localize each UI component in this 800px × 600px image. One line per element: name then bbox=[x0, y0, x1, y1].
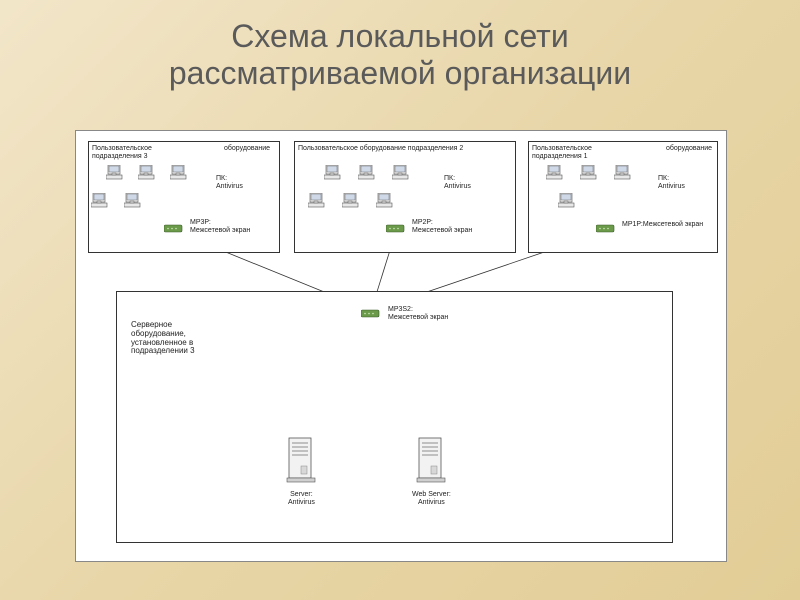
server2-icon bbox=[416, 436, 446, 484]
dept2-box bbox=[294, 141, 516, 253]
network-diagram: Пользовательское оборудование подразделе… bbox=[75, 130, 727, 562]
dept1-pc-icon-1 bbox=[580, 165, 598, 181]
dept2-router-icon bbox=[386, 221, 406, 231]
dept1-router-label: МР1Р:Межсетевой экран bbox=[622, 221, 703, 229]
dept1-pc-icon-3 bbox=[558, 193, 576, 209]
server2-label: Web Server: Antivirus bbox=[412, 491, 451, 506]
dept1-label-right: оборудование bbox=[666, 145, 712, 153]
dept3-label-right: оборудование bbox=[224, 145, 270, 153]
dept1-pc-label: ПК: Antivirus bbox=[658, 175, 685, 190]
dept2-label: Пользовательское оборудование подразделе… bbox=[298, 145, 463, 153]
dept2-pc-icon-2 bbox=[392, 165, 410, 181]
dept3-pc-icon-3 bbox=[91, 193, 109, 209]
server1-label: Server: Antivirus bbox=[288, 491, 315, 506]
dept1-router-icon bbox=[596, 221, 616, 231]
dept3-pc-icon-1 bbox=[138, 165, 156, 181]
dept1-label-sub: подразделения 1 bbox=[532, 153, 588, 161]
dept1-pc-icon-2 bbox=[614, 165, 632, 181]
dept2-pc-icon-4 bbox=[342, 193, 360, 209]
dept3-pc-label: ПК: Antivirus bbox=[216, 175, 243, 190]
dept2-pc-icon-1 bbox=[358, 165, 376, 181]
dept2-pc-icon-5 bbox=[376, 193, 394, 209]
dept3-pc-icon-2 bbox=[170, 165, 188, 181]
slide: Схема локальной сети рассматриваемой орг… bbox=[0, 0, 800, 600]
dept2-pc-icon-3 bbox=[308, 193, 326, 209]
dept3-router-icon bbox=[164, 221, 184, 231]
dept1-pc-icon-0 bbox=[546, 165, 564, 181]
dept2-router-label: МР2Р: Межсетевой экран bbox=[412, 219, 472, 234]
slide-title: Схема локальной сети рассматриваемой орг… bbox=[0, 0, 800, 92]
title-line1: Схема локальной сети bbox=[231, 18, 568, 54]
dept3-label-sub: подразделения 3 bbox=[92, 153, 148, 161]
dept3-pc-icon-4 bbox=[124, 193, 142, 209]
dept3-router-label: МР3Р: Межсетевой экран bbox=[190, 219, 250, 234]
title-line2: рассматриваемой организации bbox=[169, 55, 631, 91]
server-area-label: Серверное оборудование, установленное в … bbox=[131, 321, 195, 356]
server1-icon bbox=[286, 436, 316, 484]
dept1-label-left: Пользовательское bbox=[532, 145, 592, 153]
central-router-label: МР3S2: Межсетевой экран bbox=[388, 306, 448, 321]
dept3-pc-icon-0 bbox=[106, 165, 124, 181]
server-area-box bbox=[116, 291, 673, 543]
dept2-pc-icon-0 bbox=[324, 165, 342, 181]
dept3-label-left: Пользовательское bbox=[92, 145, 152, 153]
dept2-pc-label: ПК: Antivirus bbox=[444, 175, 471, 190]
central-router-icon bbox=[361, 306, 381, 316]
